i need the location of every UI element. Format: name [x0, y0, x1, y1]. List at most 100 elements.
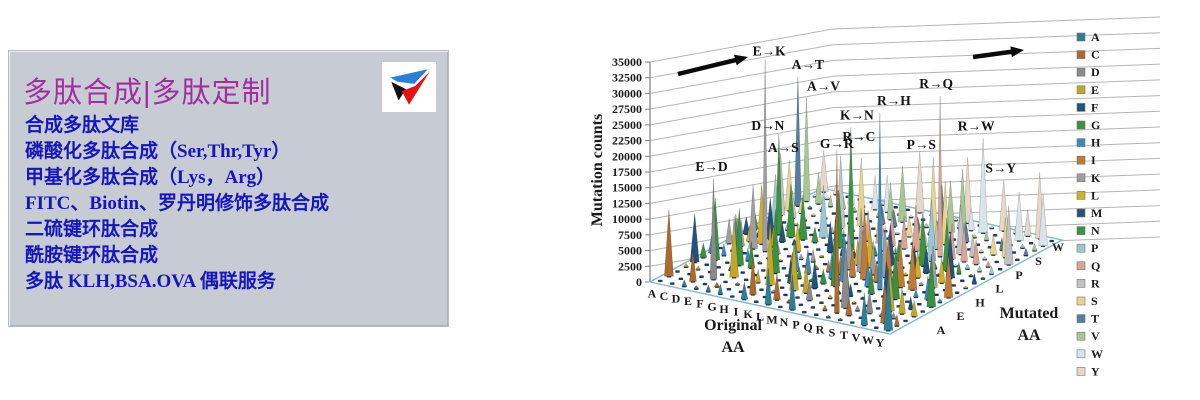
mutation-spike [894, 314, 900, 326]
x-axis-title: Original [704, 317, 762, 334]
mutation-spike [1031, 242, 1038, 251]
legend-label: Q [1091, 259, 1100, 273]
mutation-spike [775, 133, 783, 235]
mutation-spike [814, 172, 823, 204]
x-tick-label: Y [876, 336, 885, 350]
y-tick-label: 32500 [612, 71, 642, 85]
ad-service-item: 合成多肽文库 [25, 115, 140, 136]
mutation-spike [742, 216, 751, 235]
y-tick-label: 15000 [612, 181, 642, 195]
z-tick-label: E [956, 309, 964, 323]
peak-annotation: D→N [751, 118, 784, 133]
x-tick-label: G [707, 299, 716, 313]
mutation-spike [681, 279, 688, 287]
mutation-spike [689, 250, 697, 282]
y-tick-label: 22500 [612, 134, 642, 148]
svg-text:AA: AA [721, 339, 745, 356]
mutation-spike [911, 205, 921, 252]
mutation-spike [664, 209, 674, 277]
mutation-spike [734, 208, 745, 266]
y-tick-label: 12500 [612, 196, 642, 210]
mutation-spike [962, 285, 969, 289]
mutation-spike [818, 254, 825, 258]
x-tick-label: L [756, 310, 764, 324]
peak-annotation: E→D [695, 159, 728, 174]
mutation-spike [988, 225, 995, 229]
mutation-spike [960, 222, 968, 262]
z-tick-label: H [975, 295, 985, 309]
mutation-spike [989, 234, 998, 255]
legend-swatch [1076, 208, 1086, 218]
mutation-spike [810, 212, 817, 216]
legend-label: H [1091, 136, 1101, 150]
mutation-spike [794, 76, 802, 206]
mutation-spike [859, 210, 870, 280]
z-axis-title: Mutated [1000, 305, 1059, 322]
mutation-spike [770, 209, 781, 274]
y-tick-label: 35000 [612, 55, 642, 69]
mutation-spike [693, 284, 700, 289]
triangle-3d-logo-icon [382, 62, 436, 112]
legend-swatch [1076, 331, 1086, 341]
legend-label: P [1091, 241, 1098, 255]
mutation-spike [689, 213, 700, 263]
mutation-spike [883, 268, 894, 331]
mutation-spike [734, 281, 741, 285]
mutation-spike [913, 288, 919, 298]
mutation-spike [952, 263, 959, 267]
mutation-spike [748, 184, 758, 249]
legend-swatch [1076, 50, 1086, 59]
mutation-spike [864, 262, 872, 287]
peptide-ad-banner[interactable]: 多肽合成|多肽定制 合成多肽文库 磷酸化多肽合成（Ser,Thr,Tyr） 甲基化多… [8, 50, 449, 327]
peak-annotation: S→Y [985, 160, 1016, 175]
mutation-spike [802, 262, 810, 294]
mutation-spike [910, 300, 918, 317]
mutation-spike [805, 280, 814, 301]
legend-label: F [1091, 100, 1098, 114]
mutation-spike [854, 304, 861, 311]
mutation-spike [1019, 243, 1026, 249]
mutation-spike [918, 281, 925, 286]
y-tick-label: 20000 [612, 149, 642, 163]
peak-annotation: A→V [807, 78, 840, 93]
legend-swatch [1076, 32, 1086, 42]
x-tick-label: Q [803, 320, 812, 334]
x-tick-label: P [792, 318, 799, 332]
mutation-spike [968, 233, 977, 257]
mutation-spike [848, 243, 857, 277]
peak-annotation: A→S [768, 140, 799, 155]
legend-label: S [1091, 294, 1098, 308]
mutation-spike [762, 59, 768, 252]
mutation-spike [907, 296, 914, 310]
x-tick-label: V [852, 331, 861, 345]
svg-text:AA: AA [1017, 327, 1041, 344]
y-tick-label: 0 [636, 275, 642, 289]
ad-service-item: 酰胺键环肽合成 [25, 245, 159, 266]
legend-label: T [1091, 312, 1099, 326]
legend-label: L [1091, 188, 1099, 202]
z-tick-label: S [1035, 254, 1042, 268]
y-axis-title: Mutation counts [589, 114, 606, 226]
peak-annotation: P→S [907, 137, 936, 152]
ad-service-item: 二硫键环肽合成 [25, 219, 159, 240]
z-tick-label: P [1015, 268, 1022, 282]
mutation-spike [978, 248, 985, 253]
x-tick-label: A [648, 286, 657, 300]
ad-service-item: 甲基化多肽合成（Lys，Arg） [25, 167, 276, 188]
mutation-spike [827, 194, 834, 207]
legend-swatch [1076, 261, 1086, 271]
mutation-spike [907, 214, 915, 218]
mutation-spike [756, 260, 764, 264]
mutation-spike [755, 269, 761, 283]
peak-annotation: R→W [958, 118, 995, 133]
mutation-spike [895, 241, 906, 288]
mutation-spike [806, 204, 813, 209]
legend-label: I [1091, 153, 1096, 167]
mutation-spike [894, 231, 901, 235]
mutation-spike [740, 282, 749, 300]
mutation-spike [773, 273, 781, 300]
mutation-spike [890, 311, 897, 319]
peak-annotation: A→T [792, 57, 824, 72]
peak-annotation: R→Q [919, 76, 953, 91]
